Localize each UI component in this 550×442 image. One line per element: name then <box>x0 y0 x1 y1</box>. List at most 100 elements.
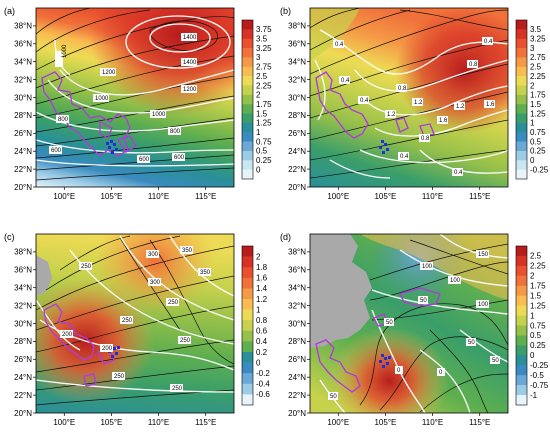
colorbar-frame <box>241 245 254 406</box>
y-tick-label: 24°N <box>288 147 306 156</box>
svg-text:50: 50 <box>386 320 393 326</box>
svg-text:1200: 1200 <box>102 70 116 76</box>
colorbar-label: 1 <box>256 128 261 137</box>
panel-b-contours <box>314 29 508 179</box>
svg-text:100: 100 <box>478 302 489 308</box>
colorbar-swatch <box>242 256 253 268</box>
panel-c-label: (c) <box>4 232 15 242</box>
colorbar-label: 0.75 <box>530 128 546 137</box>
y-tick-label: 20°N <box>14 409 32 418</box>
x-tick-label: 115°E <box>195 192 216 201</box>
panel-a-colorbar: 3.753.53.2532.752.52.2521.751.51.2510.75… <box>241 19 272 180</box>
colorbar-swatch <box>242 132 253 142</box>
svg-text:250: 250 <box>114 374 125 380</box>
colorbar-label: 2.5 <box>530 252 542 261</box>
colorbar-swatch <box>516 355 527 366</box>
panel-a: 1400 1400 1200 1000 1000 800 800 600 600… <box>4 6 272 201</box>
y-tick-label: 28°N <box>14 111 32 120</box>
colorbar-swatch <box>242 122 253 133</box>
svg-text:1000: 1000 <box>62 44 68 58</box>
svg-text:100: 100 <box>450 278 461 284</box>
colorbar-swatch <box>242 48 253 58</box>
panel-d-stations <box>379 354 391 368</box>
colorbar-swatch <box>242 341 253 353</box>
colorbar-swatch <box>242 57 253 68</box>
colorbar-label: -0.25 <box>530 361 549 370</box>
y-tick-label: 20°N <box>288 409 306 418</box>
colorbar-label: 0.75 <box>530 321 546 330</box>
panel-d-contour-labels: 150 100 100 50 50 50 0 0 50 100 50 <box>328 250 500 400</box>
panel-c-axis-ticks: 38°N 36°N 34°N 32°N 30°N 28°N 26°N 24°N 22°N 20°N… <box>14 248 216 427</box>
colorbar-swatch <box>242 373 253 385</box>
colorbar-swatch <box>516 85 527 96</box>
colorbar-swatch <box>516 246 527 257</box>
colorbar-label: 1.2 <box>256 295 268 304</box>
y-tick-label: 30°N <box>288 319 306 328</box>
panel-c: 350 300 250 250 250 200 200 250 300 350 … <box>4 232 270 427</box>
colorbar-label: -0.2 <box>256 369 270 378</box>
colorbar-label: 3.25 <box>530 35 546 44</box>
svg-text:1400: 1400 <box>183 35 197 41</box>
colorbar-label: 2 <box>530 272 535 281</box>
colorbar-swatch <box>242 141 253 152</box>
panel-d-label: (d) <box>280 232 291 242</box>
colorbar-swatch <box>242 169 253 180</box>
colorbar-label: 1.75 <box>530 282 546 291</box>
colorbar-label: 0.75 <box>256 137 272 146</box>
colorbar-swatch <box>242 277 253 289</box>
x-tick-label: 105°E <box>374 418 396 427</box>
colorbar-label: 1.75 <box>256 100 272 109</box>
panel-d-plateau-mask <box>310 234 372 348</box>
colorbar-label: 1.5 <box>256 109 268 118</box>
svg-text:0.4: 0.4 <box>341 78 350 84</box>
colorbar-swatch <box>242 94 253 105</box>
y-tick-label: 22°N <box>14 391 32 400</box>
colorbar-swatch <box>516 132 527 142</box>
y-tick-label: 24°N <box>14 147 32 156</box>
colorbar-label: 0 <box>256 165 261 174</box>
colorbar-label: 3 <box>530 44 535 53</box>
y-tick-label: 38°N <box>288 22 306 31</box>
colorbar-label: -0.25 <box>530 165 549 174</box>
panel-b-streamlines <box>310 8 508 179</box>
svg-text:600: 600 <box>51 148 62 154</box>
svg-text:1.2: 1.2 <box>387 112 396 118</box>
colorbar-label: 2.75 <box>256 63 272 72</box>
svg-text:0.4: 0.4 <box>400 154 409 160</box>
colorbar-label: 0 <box>530 156 535 165</box>
colorbar-swatch <box>516 255 527 267</box>
panel-b-axis-ticks: 38°N 36°N 34°N 32°N 30°N 28°N 26°N 24°N 22°N 20°N… <box>288 22 490 201</box>
colorbar-swatch <box>242 309 253 321</box>
svg-text:50: 50 <box>468 340 475 346</box>
svg-text:50: 50 <box>492 358 499 364</box>
colorbar-frame <box>515 19 528 180</box>
colorbar-swatch <box>516 305 527 316</box>
y-tick-label: 30°N <box>14 93 32 102</box>
colorbar-label: 1 <box>256 305 261 314</box>
colorbar-swatch <box>242 352 253 363</box>
colorbar-label: 2.5 <box>256 72 268 81</box>
svg-text:250: 250 <box>172 386 183 392</box>
x-tick-label: 110°E <box>422 192 443 201</box>
panel-a-contours <box>36 15 234 167</box>
colorbar-swatch <box>516 48 527 58</box>
y-tick-label: 30°N <box>14 319 32 328</box>
svg-text:0.8: 0.8 <box>398 86 407 92</box>
colorbar-swatch <box>242 299 253 310</box>
colorbar-label: 0 <box>530 351 535 360</box>
colorbar-swatch <box>242 85 253 96</box>
colorbar-label: 1 <box>530 311 535 320</box>
panel-d-axis-ticks: 38°N 36°N 34°N 32°N 30°N 28°N 26°N 24°N 22°N 20°N… <box>288 248 490 427</box>
colorbar-swatch <box>516 169 527 180</box>
y-tick-label: 28°N <box>288 111 306 120</box>
panel-d-streamlines <box>359 239 508 413</box>
y-tick-label: 34°N <box>288 284 306 293</box>
panel-b: 0.4 0.4 0.4 0.8 0.8 1.2 1.2 1.6 1.6 0.8 … <box>280 6 549 201</box>
colorbar-label: 0.6 <box>256 327 268 336</box>
colorbar-label: 3 <box>256 53 261 62</box>
colorbar-swatch <box>242 150 253 161</box>
svg-text:0: 0 <box>439 370 443 376</box>
svg-text:250: 250 <box>122 318 133 324</box>
y-tick-label: 36°N <box>14 40 32 49</box>
x-tick-label: 105°E <box>100 192 122 201</box>
